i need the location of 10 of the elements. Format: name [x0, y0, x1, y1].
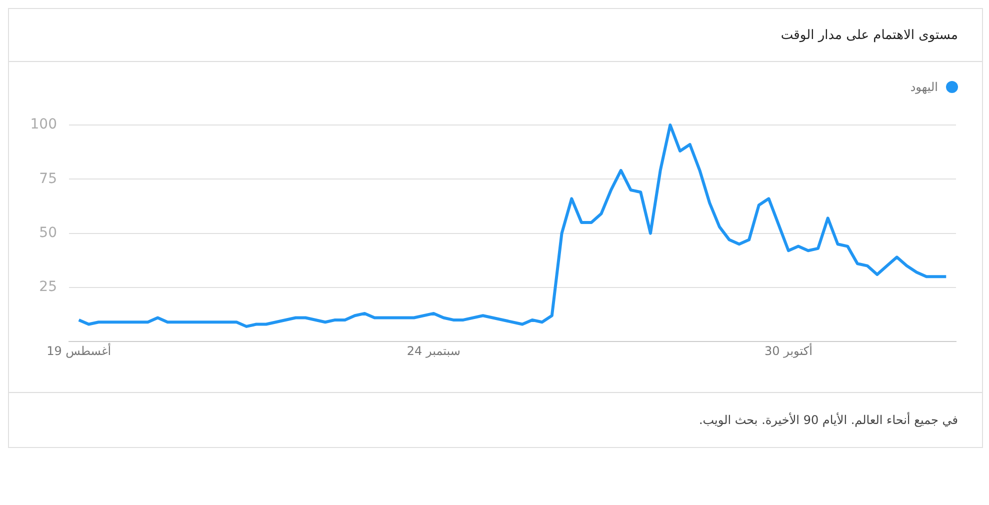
x-tick-label: 19 أغسطس	[46, 342, 112, 358]
x-tick-label: 30 أكتوبر	[764, 342, 812, 358]
y-tick-label: 50	[39, 224, 57, 241]
x-tick-label: 24 سبتمبر	[406, 344, 460, 358]
text: في جميع أنحاء العالم. الأيام 90 الأخيرة. بحث الويب.	[698, 413, 958, 427]
y-tick-label: 75	[39, 170, 57, 187]
legend-label: اليهود	[910, 80, 938, 94]
y-tick-label: 25	[39, 279, 57, 296]
y-tick-label: 100	[30, 116, 57, 133]
chart-title: مستوى الاهتمام على مدار الوقت	[780, 28, 958, 42]
